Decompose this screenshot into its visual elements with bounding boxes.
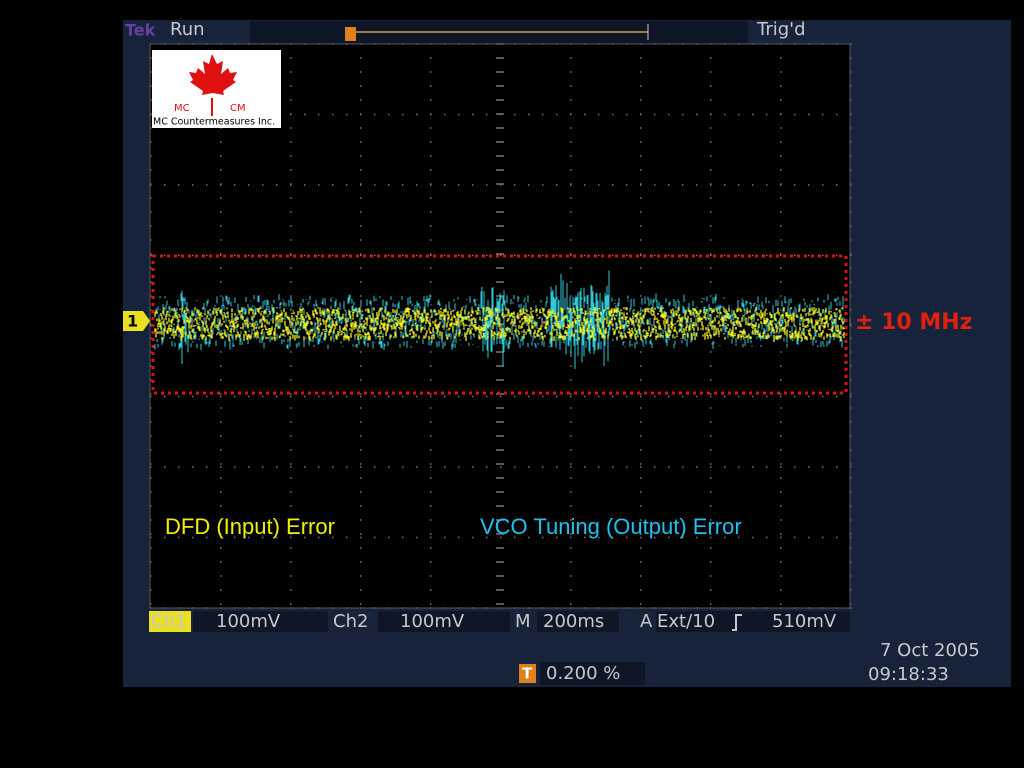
ch1-label: Ch1 (151, 611, 186, 632)
trigger-pos-box (540, 662, 645, 685)
date: 7 Oct 2005 (880, 640, 980, 661)
ch1-annotation: DFD (Input) Error (165, 514, 335, 539)
trigger-source: Ext/10 (657, 611, 715, 632)
ch1-label-box (149, 611, 191, 632)
grid (149, 43, 852, 609)
traces (154, 270, 845, 369)
trigger-pos-icon (519, 664, 536, 683)
logo-left: MC (174, 103, 190, 114)
logo-name: MC Countermeasures Inc. (153, 117, 275, 128)
band-label: ± 10 MHz (855, 310, 972, 335)
graticule-border (149, 43, 851, 609)
maple-leaf (189, 54, 237, 95)
trigger-pos-label: T (522, 665, 533, 683)
ch1-marker (123, 311, 150, 331)
trigger-pos-value: 0.200 % (546, 663, 620, 684)
trigger-box (656, 611, 850, 632)
trigger-level: 510mV (772, 611, 837, 632)
ch2-scale: 100mV (400, 611, 465, 632)
time-scale: 200ms (543, 611, 604, 632)
trigger-pos-marker (345, 27, 356, 41)
ch1-scale: 100mV (216, 611, 281, 632)
time: 09:18:33 (868, 664, 949, 685)
brand: Tek (125, 21, 156, 40)
logo-right: CM (230, 103, 246, 114)
time-scale-box (537, 611, 619, 632)
ch1-scale-box (193, 611, 328, 632)
time-label: M (515, 611, 531, 632)
trigger-status: Trig'd (756, 19, 806, 40)
trigger-label: A (640, 611, 653, 632)
ch2-annotation: VCO Tuning (Output) Error (480, 514, 742, 539)
ch2-label: Ch2 (333, 611, 368, 632)
band-box (151, 254, 848, 395)
ch1-marker-label: 1 (127, 312, 138, 331)
brand-box (123, 21, 161, 41)
ch2-scale-box (378, 611, 510, 632)
ch1-trace (154, 307, 845, 342)
run-status: Run (170, 19, 205, 40)
trigger-slope (732, 614, 742, 631)
